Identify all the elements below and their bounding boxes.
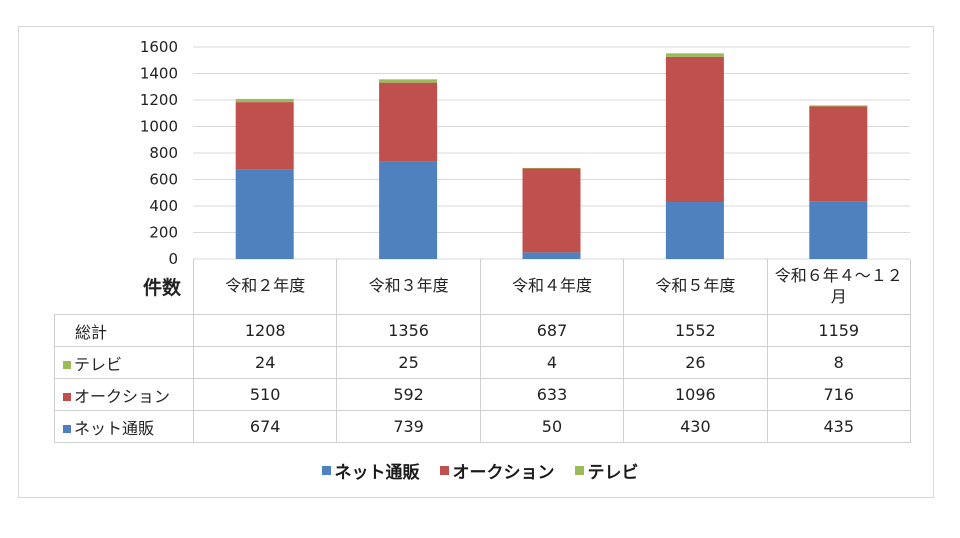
y-tick-label: 1600 — [140, 38, 178, 56]
table-row: オークション 510 592 633 1096 716 — [54, 378, 911, 411]
legend-item: テレビ — [574, 458, 639, 483]
row-label: 総計 — [54, 314, 194, 347]
table-cell: 4 — [479, 346, 625, 379]
bar-segment — [665, 56, 724, 203]
bar-segment — [235, 102, 294, 170]
table-cell: 687 — [479, 314, 625, 347]
bar-segment — [809, 106, 868, 202]
x-category-label: 令和４年度 — [479, 259, 625, 315]
legend-key-icon — [63, 425, 71, 433]
table-cell: 1552 — [623, 314, 768, 347]
legend-item: ネット通販 — [321, 458, 420, 483]
bar-segment — [522, 167, 581, 169]
x-category-label: 令和６年４～１２月 — [766, 259, 911, 315]
bar-segment — [235, 98, 294, 103]
bar-segment — [522, 168, 581, 253]
legend: ネット通販 オークション テレビ — [0, 458, 960, 483]
bar-segment — [235, 169, 294, 259]
legend-key-icon — [63, 393, 71, 401]
bar-segment — [665, 53, 724, 57]
table-cell: 26 — [623, 346, 768, 379]
table-cell: 1159 — [766, 314, 911, 347]
table-cell: 739 — [336, 410, 481, 443]
row-label: ネット通販 — [54, 410, 194, 443]
legend-item: オークション — [439, 458, 555, 483]
table-cell: 674 — [192, 410, 338, 443]
bar-segment — [809, 201, 868, 259]
x-category-label: 令和３年度 — [336, 259, 481, 315]
y-tick-label: 1200 — [140, 91, 178, 109]
y-tick-label: 600 — [149, 171, 178, 189]
table-cell: 1096 — [623, 378, 768, 411]
y-tick-label: 400 — [149, 197, 178, 215]
table-cell: 25 — [336, 346, 481, 379]
table-row: ネット通販 674 739 50 430 435 — [54, 410, 911, 443]
table-cell: 1356 — [336, 314, 481, 347]
chart-frame — [18, 26, 934, 498]
legend-swatch-icon — [321, 466, 331, 475]
legend-key-icon — [63, 361, 71, 369]
table-cell: 430 — [623, 410, 768, 443]
table-cell: 633 — [479, 378, 625, 411]
row-label: テレビ — [54, 346, 194, 379]
table-cell: 435 — [766, 410, 911, 443]
bar-segment — [665, 202, 724, 259]
row-label: オークション — [54, 378, 194, 411]
table-row: 総計 1208 1356 687 1552 1159 — [54, 314, 911, 347]
data-table: 件数 令和２年度 令和３年度 令和４年度 令和５年度 令和６年４～１２月 総計 1208 135… — [54, 259, 911, 443]
legend-label: オークション — [452, 463, 555, 483]
bar-segment — [522, 252, 581, 259]
y-tick-label: 1000 — [140, 118, 178, 136]
y-tick-label: 200 — [149, 224, 178, 242]
table-cell: 50 — [479, 410, 625, 443]
x-category-label: 令和５年度 — [623, 259, 768, 315]
bar-segment — [379, 161, 438, 259]
table-row: テレビ 24 25 4 26 8 — [54, 346, 911, 379]
table-cell: 510 — [192, 378, 338, 411]
y-tick-label: 800 — [149, 144, 178, 162]
table-corner-label: 件数 — [54, 259, 194, 315]
legend-swatch-icon — [574, 466, 584, 475]
table-cell: 24 — [192, 346, 338, 379]
legend-swatch-icon — [439, 466, 449, 475]
y-tick-label: 1400 — [140, 65, 178, 83]
table-cell: 1208 — [192, 314, 338, 347]
legend-label: ネット通販 — [334, 463, 420, 483]
bar-segment — [809, 105, 868, 107]
table-cell: 592 — [336, 378, 481, 411]
legend-label: テレビ — [587, 463, 639, 483]
table-cell: 716 — [766, 378, 911, 411]
bar-segment — [379, 82, 438, 162]
x-category-label: 令和２年度 — [192, 259, 338, 315]
bar-segment — [379, 79, 438, 83]
table-cell: 8 — [766, 346, 911, 379]
